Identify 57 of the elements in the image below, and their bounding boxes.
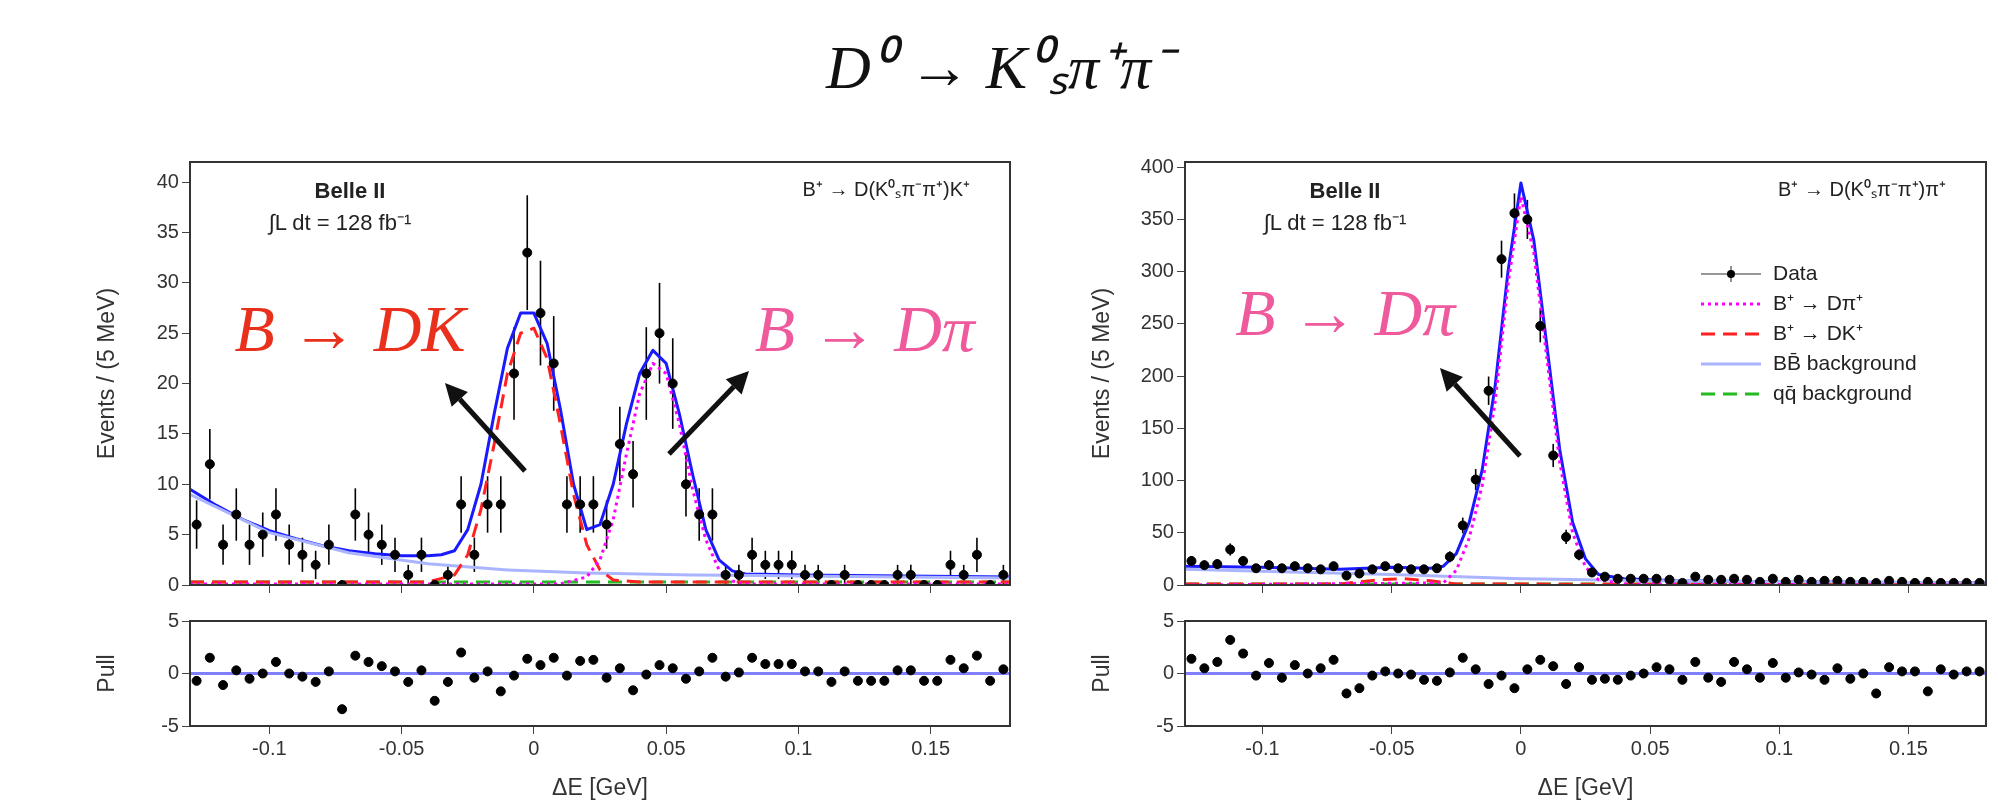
y-tick-label: 10 (156, 471, 179, 494)
y-tick-label: 0 (167, 572, 179, 595)
x-tick-label: -0.05 (378, 736, 425, 759)
y-axis-title: Pull (1088, 654, 1115, 693)
x-tick-label: -0.1 (252, 736, 287, 759)
legend-label: B⁺ → Dπ⁺ (1773, 290, 1864, 314)
y-tick-label: 100 (1140, 468, 1174, 491)
x-tick-label: -0.1 (1245, 736, 1280, 759)
y-tick-label: 300 (1140, 259, 1174, 282)
y-tick-label: -5 (161, 713, 179, 736)
annotation: Belle II (1309, 178, 1381, 203)
annotation: B → Dπ (1235, 276, 1458, 350)
y-tick-label: 5 (1162, 608, 1174, 631)
y-tick-label: 0 (1162, 661, 1174, 684)
legend-label: qq̄ background (1773, 380, 1912, 404)
x-tick-label: 0 (528, 736, 540, 759)
y-tick-label: 250 (1140, 311, 1174, 334)
y-tick-label: 350 (1140, 206, 1174, 229)
annotation: Belle II (314, 178, 386, 203)
annotation: B⁺ → D(K⁰ₛπ⁻π⁺)K⁺ (802, 178, 970, 200)
y-tick-label: 5 (167, 608, 179, 631)
y-tick-label: 20 (156, 371, 179, 394)
x-tick-label: 0.05 (646, 736, 686, 759)
legend-label: BB̄ background (1773, 350, 1917, 374)
y-tick-label: 0 (1162, 572, 1174, 595)
annotation: B → Dπ (754, 291, 977, 365)
x-axis-title: ΔE [GeV] (552, 773, 648, 800)
x-tick-label: 0.05 (1630, 736, 1670, 759)
chart-title: D⁰ → K⁰ₛπ⁺π⁻ (824, 32, 1181, 103)
y-tick-label: 200 (1140, 363, 1174, 386)
x-tick-label: 0.1 (1765, 736, 1794, 759)
annotation: B → DK (234, 291, 469, 365)
legend-label: Data (1773, 260, 1818, 284)
x-tick-label: -0.05 (1368, 736, 1415, 759)
x-tick-label: 0.15 (911, 736, 951, 759)
y-tick-label: 15 (156, 421, 179, 444)
x-tick-label: 0.15 (1889, 736, 1928, 759)
y-tick-label: 35 (156, 220, 179, 243)
y-tick-label: 5 (167, 522, 179, 545)
y-tick-label: -5 (1156, 713, 1174, 736)
y-tick-label: 40 (156, 169, 179, 192)
y-tick-label: 30 (156, 270, 179, 293)
annotation: ∫L dt = 128 fb⁻¹ (1261, 210, 1407, 235)
y-tick-label: 0 (167, 661, 179, 684)
y-tick-label: 50 (1151, 520, 1174, 543)
y-tick-label: 25 (156, 320, 179, 343)
x-axis-title: ΔE [GeV] (1537, 773, 1634, 800)
y-tick-label: 150 (1140, 415, 1174, 438)
y-axis-title: Events / (5 MeV) (1088, 287, 1115, 460)
y-axis-title: Pull (93, 654, 120, 693)
legend-label: B⁺ → DK⁺ (1773, 320, 1863, 344)
annotation: B⁺ → D(K⁰ₛπ⁻π⁺)π⁺ (1778, 178, 1946, 200)
y-tick-label: 400 (1140, 154, 1174, 177)
x-tick-label: 0 (1515, 736, 1527, 759)
x-tick-label: 0.1 (784, 736, 813, 759)
annotation: ∫L dt = 128 fb⁻¹ (266, 210, 412, 235)
y-axis-title: Events / (5 MeV) (93, 287, 120, 460)
